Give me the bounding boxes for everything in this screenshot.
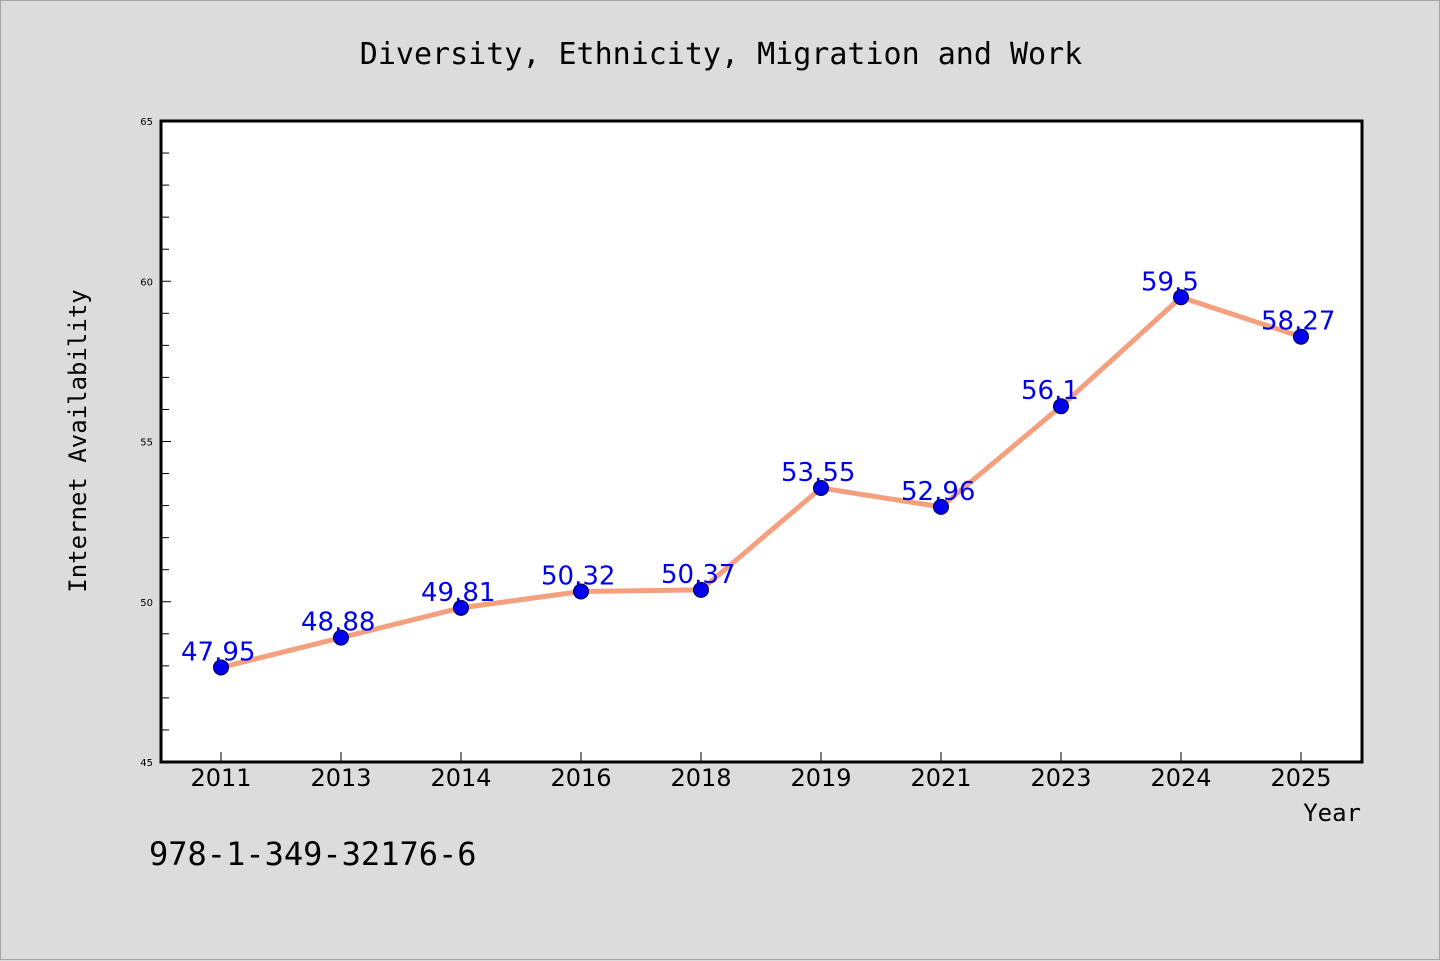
data-point (1053, 398, 1069, 415)
y-axis-label: Internet Availability (64, 289, 92, 592)
data-point (213, 659, 229, 676)
y-tick-label: 60 (140, 277, 153, 288)
y-tick-label: 55 (140, 438, 153, 449)
x-tick-label: 2019 (790, 764, 851, 792)
data-label: 49.81 (421, 578, 495, 608)
data-label: 48.88 (301, 608, 375, 638)
x-tick-label: 2021 (910, 764, 971, 792)
x-tick-label: 2013 (310, 764, 371, 792)
chart-marks: 47.95 48.88 49.81 50.32 50.37 53.55 52.96 56.1 5… (161, 120, 1335, 763)
x-tick-label: 2025 (1270, 764, 1331, 792)
data-point (333, 629, 349, 646)
plot-frame (159, 119, 1364, 764)
data-point (573, 583, 589, 600)
x-tick-label: 2024 (1150, 764, 1211, 792)
data-label: 50.32 (541, 561, 615, 591)
data-point (693, 581, 709, 598)
data-label: 59.5 (1141, 267, 1199, 297)
data-label: 52.96 (901, 477, 975, 507)
data-label: 56.1 (1021, 376, 1079, 406)
x-tick-label: 2011 (190, 764, 251, 792)
x-axis-label: Year (1303, 799, 1361, 827)
data-point (933, 498, 949, 515)
series-line (218, 294, 1304, 670)
data-label: 53.55 (781, 458, 855, 488)
data-point (1293, 328, 1309, 345)
y-tick-label: 50 (140, 598, 153, 609)
x-tick-label: 2016 (550, 764, 611, 792)
x-tick-label: 2023 (1030, 764, 1091, 792)
data-label: 47.95 (181, 637, 255, 667)
y-tick-label: 65 (140, 117, 153, 128)
data-point (453, 599, 469, 616)
y-tick-label: 45 (140, 758, 153, 769)
isbn-footer: 978-1-349-32176-6 (149, 835, 477, 873)
data-label: 58.27 (1261, 307, 1335, 337)
plot-area (161, 121, 1362, 762)
data-point (813, 479, 829, 496)
data-point (1173, 289, 1189, 306)
x-tick-label: 2018 (670, 764, 731, 792)
data-label: 50.37 (661, 560, 735, 590)
chart-title: Diversity, Ethnicity, Migration and Work (360, 37, 1082, 72)
x-tick-label: 2014 (430, 764, 491, 792)
